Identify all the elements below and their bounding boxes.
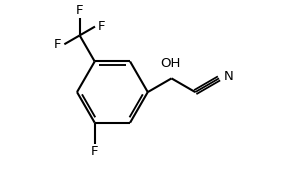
Text: F: F (76, 4, 84, 17)
Text: N: N (223, 70, 233, 83)
Text: F: F (91, 145, 98, 158)
Text: F: F (98, 20, 105, 33)
Text: F: F (54, 38, 62, 51)
Text: OH: OH (160, 57, 181, 70)
